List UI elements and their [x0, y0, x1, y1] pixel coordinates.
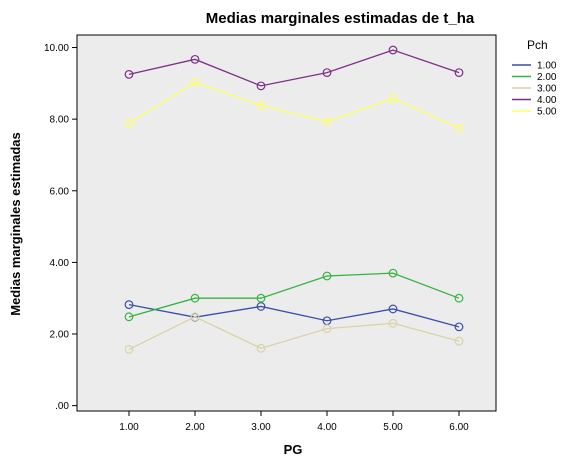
x-tick-label: 2.00	[185, 422, 205, 433]
legend-label: 4.00	[537, 95, 557, 106]
data-point	[190, 54, 200, 64]
data-point	[190, 77, 200, 87]
chart-title: Medias marginales estimadas de t_ha	[206, 10, 475, 27]
data-point	[256, 343, 266, 353]
legend: Pch 1.002.003.004.005.00	[512, 38, 557, 118]
series-line	[128, 316, 460, 350]
data-point	[124, 69, 134, 79]
data-point	[124, 300, 134, 310]
plot-area	[76, 34, 497, 412]
y-tick-label: 10.00	[44, 43, 69, 54]
series-4.00	[124, 45, 464, 91]
data-point	[454, 123, 464, 133]
series-line	[128, 304, 460, 328]
data-point	[454, 322, 464, 332]
legend-label: 1.00	[537, 61, 557, 72]
data-point	[322, 324, 332, 334]
y-axis: .00 2.00 4.00 6.00 8.00 10.00	[44, 43, 77, 412]
legend-item: 3.00	[512, 84, 557, 95]
data-point	[256, 302, 266, 311]
data-point	[190, 312, 200, 322]
data-point	[454, 68, 464, 77]
data-point	[388, 268, 398, 278]
x-tick-label: 5.00	[383, 422, 403, 433]
legend-label: 2.00	[537, 72, 557, 83]
data-point	[322, 271, 332, 281]
data-point	[124, 345, 134, 354]
series-2.00	[124, 268, 464, 322]
y-tick-label: 8.00	[50, 115, 70, 126]
legend-item: 2.00	[512, 72, 557, 83]
data-point	[124, 312, 134, 322]
series-line	[128, 272, 460, 318]
series-5.00	[124, 77, 464, 133]
data-point	[190, 293, 200, 303]
x-tick-label: 6.00	[449, 422, 469, 433]
y-tick-label: .00	[55, 401, 69, 412]
y-axis-title: Medias marginales estimadas	[8, 132, 23, 316]
legend-item: 1.00	[512, 61, 557, 72]
data-point	[256, 101, 266, 110]
y-tick-label: 2.00	[50, 330, 70, 341]
data-point	[322, 68, 332, 77]
legend-item: 5.00	[512, 107, 557, 118]
legend-title: Pch	[527, 38, 548, 52]
legend-label: 3.00	[537, 84, 557, 95]
x-axis-title: PG	[284, 442, 303, 457]
x-tick-label: 4.00	[317, 422, 337, 433]
data-point	[454, 336, 464, 346]
legend-item: 4.00	[512, 95, 557, 106]
y-tick-label: 6.00	[50, 186, 70, 197]
data-point	[124, 119, 134, 128]
x-tick-label: 1.00	[119, 422, 139, 433]
x-axis: 1.00 2.00 3.00 4.00 5.00 6.00	[119, 411, 469, 433]
x-tick-label: 3.00	[251, 422, 271, 433]
series-3.00	[124, 312, 464, 354]
y-tick-label: 4.00	[50, 258, 70, 269]
data-point	[388, 45, 398, 55]
series-line	[128, 81, 460, 129]
data-point	[388, 304, 398, 314]
data-point	[388, 318, 398, 328]
series-layer	[124, 45, 464, 354]
data-point	[256, 81, 266, 91]
legend-label: 5.00	[537, 107, 557, 118]
data-point	[322, 117, 332, 127]
data-point	[388, 93, 398, 103]
series-line	[128, 49, 460, 87]
data-point	[256, 293, 266, 303]
data-point	[454, 293, 464, 303]
